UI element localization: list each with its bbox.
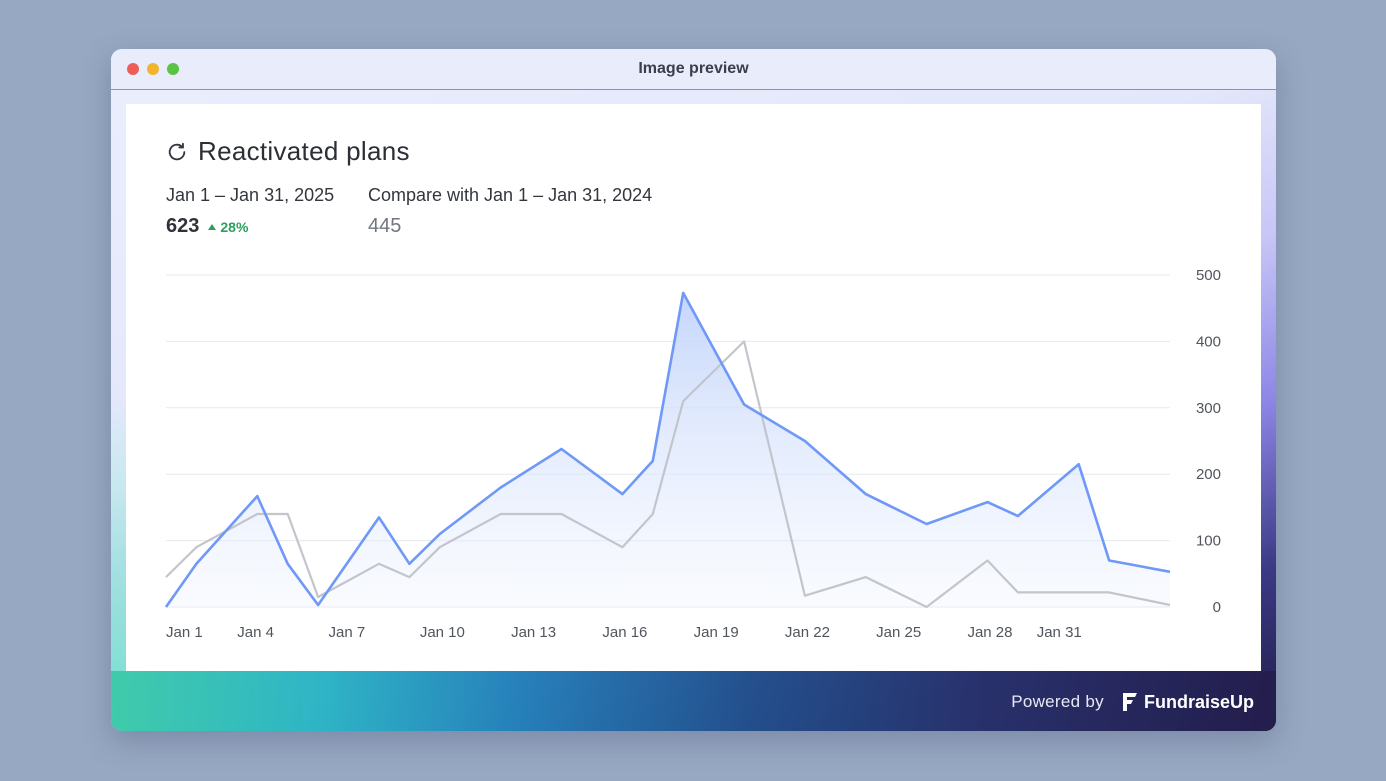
minimize-button[interactable] xyxy=(147,63,159,75)
compare-value: 445 xyxy=(368,215,402,237)
x-tick-label: Jan 4 xyxy=(237,624,274,641)
brand-name[interactable]: FundraiseUp xyxy=(1143,691,1254,712)
window-title: Image preview xyxy=(638,60,749,77)
x-tick-label: Jan 7 xyxy=(329,624,366,641)
powered-by-label: Powered by xyxy=(1011,692,1104,711)
report-card: Reactivated plans Jan 1 – Jan 31, 2025 C… xyxy=(126,104,1261,671)
compare-period-label: Compare with Jan 1 – Jan 31, 2024 xyxy=(368,185,653,205)
refresh-icon xyxy=(168,142,186,160)
y-tick-label: 400 xyxy=(1196,333,1221,350)
title-bar: Image preview xyxy=(111,49,1276,90)
close-button[interactable] xyxy=(127,63,139,75)
x-tick-label: Jan 1 xyxy=(166,624,203,641)
current-period-label: Jan 1 – Jan 31, 2025 xyxy=(166,185,335,205)
y-tick-label: 200 xyxy=(1196,466,1221,483)
zoom-button[interactable] xyxy=(167,63,179,75)
delta-badge: 28% xyxy=(208,219,248,235)
card-heading: Reactivated plans xyxy=(166,136,410,167)
line-chart: 0 100 200 300 400 500 Jan 1 Jan 4 Jan 7 Jan 10 Jan… xyxy=(164,267,1221,641)
current-series-line xyxy=(164,291,1171,608)
current-series-area xyxy=(166,292,1170,607)
powered-by: Powered by FundraiseUp xyxy=(1011,691,1254,713)
current-value: 623 xyxy=(166,215,200,237)
compare-series-line xyxy=(165,340,1171,609)
x-tick-label: Jan 19 xyxy=(694,624,739,641)
y-tick-label: 500 xyxy=(1196,267,1221,284)
delta-value: 28% xyxy=(220,218,249,235)
x-tick-label: Jan 22 xyxy=(785,624,830,641)
x-tick-label: Jan 31 xyxy=(1037,624,1082,641)
y-tick-label: 300 xyxy=(1196,400,1221,417)
y-tick-label: 0 xyxy=(1213,599,1221,616)
x-tick-label: Jan 10 xyxy=(420,624,465,641)
x-tick-label: Jan 28 xyxy=(967,624,1012,641)
fundraiseup-logo-icon xyxy=(1122,693,1137,711)
current-stat: 623 28% xyxy=(166,215,248,238)
x-tick-label: Jan 25 xyxy=(876,624,921,641)
preview-window: Image preview Reactivated plans Jan 1 – … xyxy=(111,49,1276,731)
x-tick-label: Jan 13 xyxy=(511,624,556,641)
x-tick-label: Jan 16 xyxy=(602,624,647,641)
arrow-up-icon xyxy=(208,223,217,230)
y-tick-label: 100 xyxy=(1196,533,1221,550)
card-title: Reactivated plans xyxy=(198,136,410,166)
